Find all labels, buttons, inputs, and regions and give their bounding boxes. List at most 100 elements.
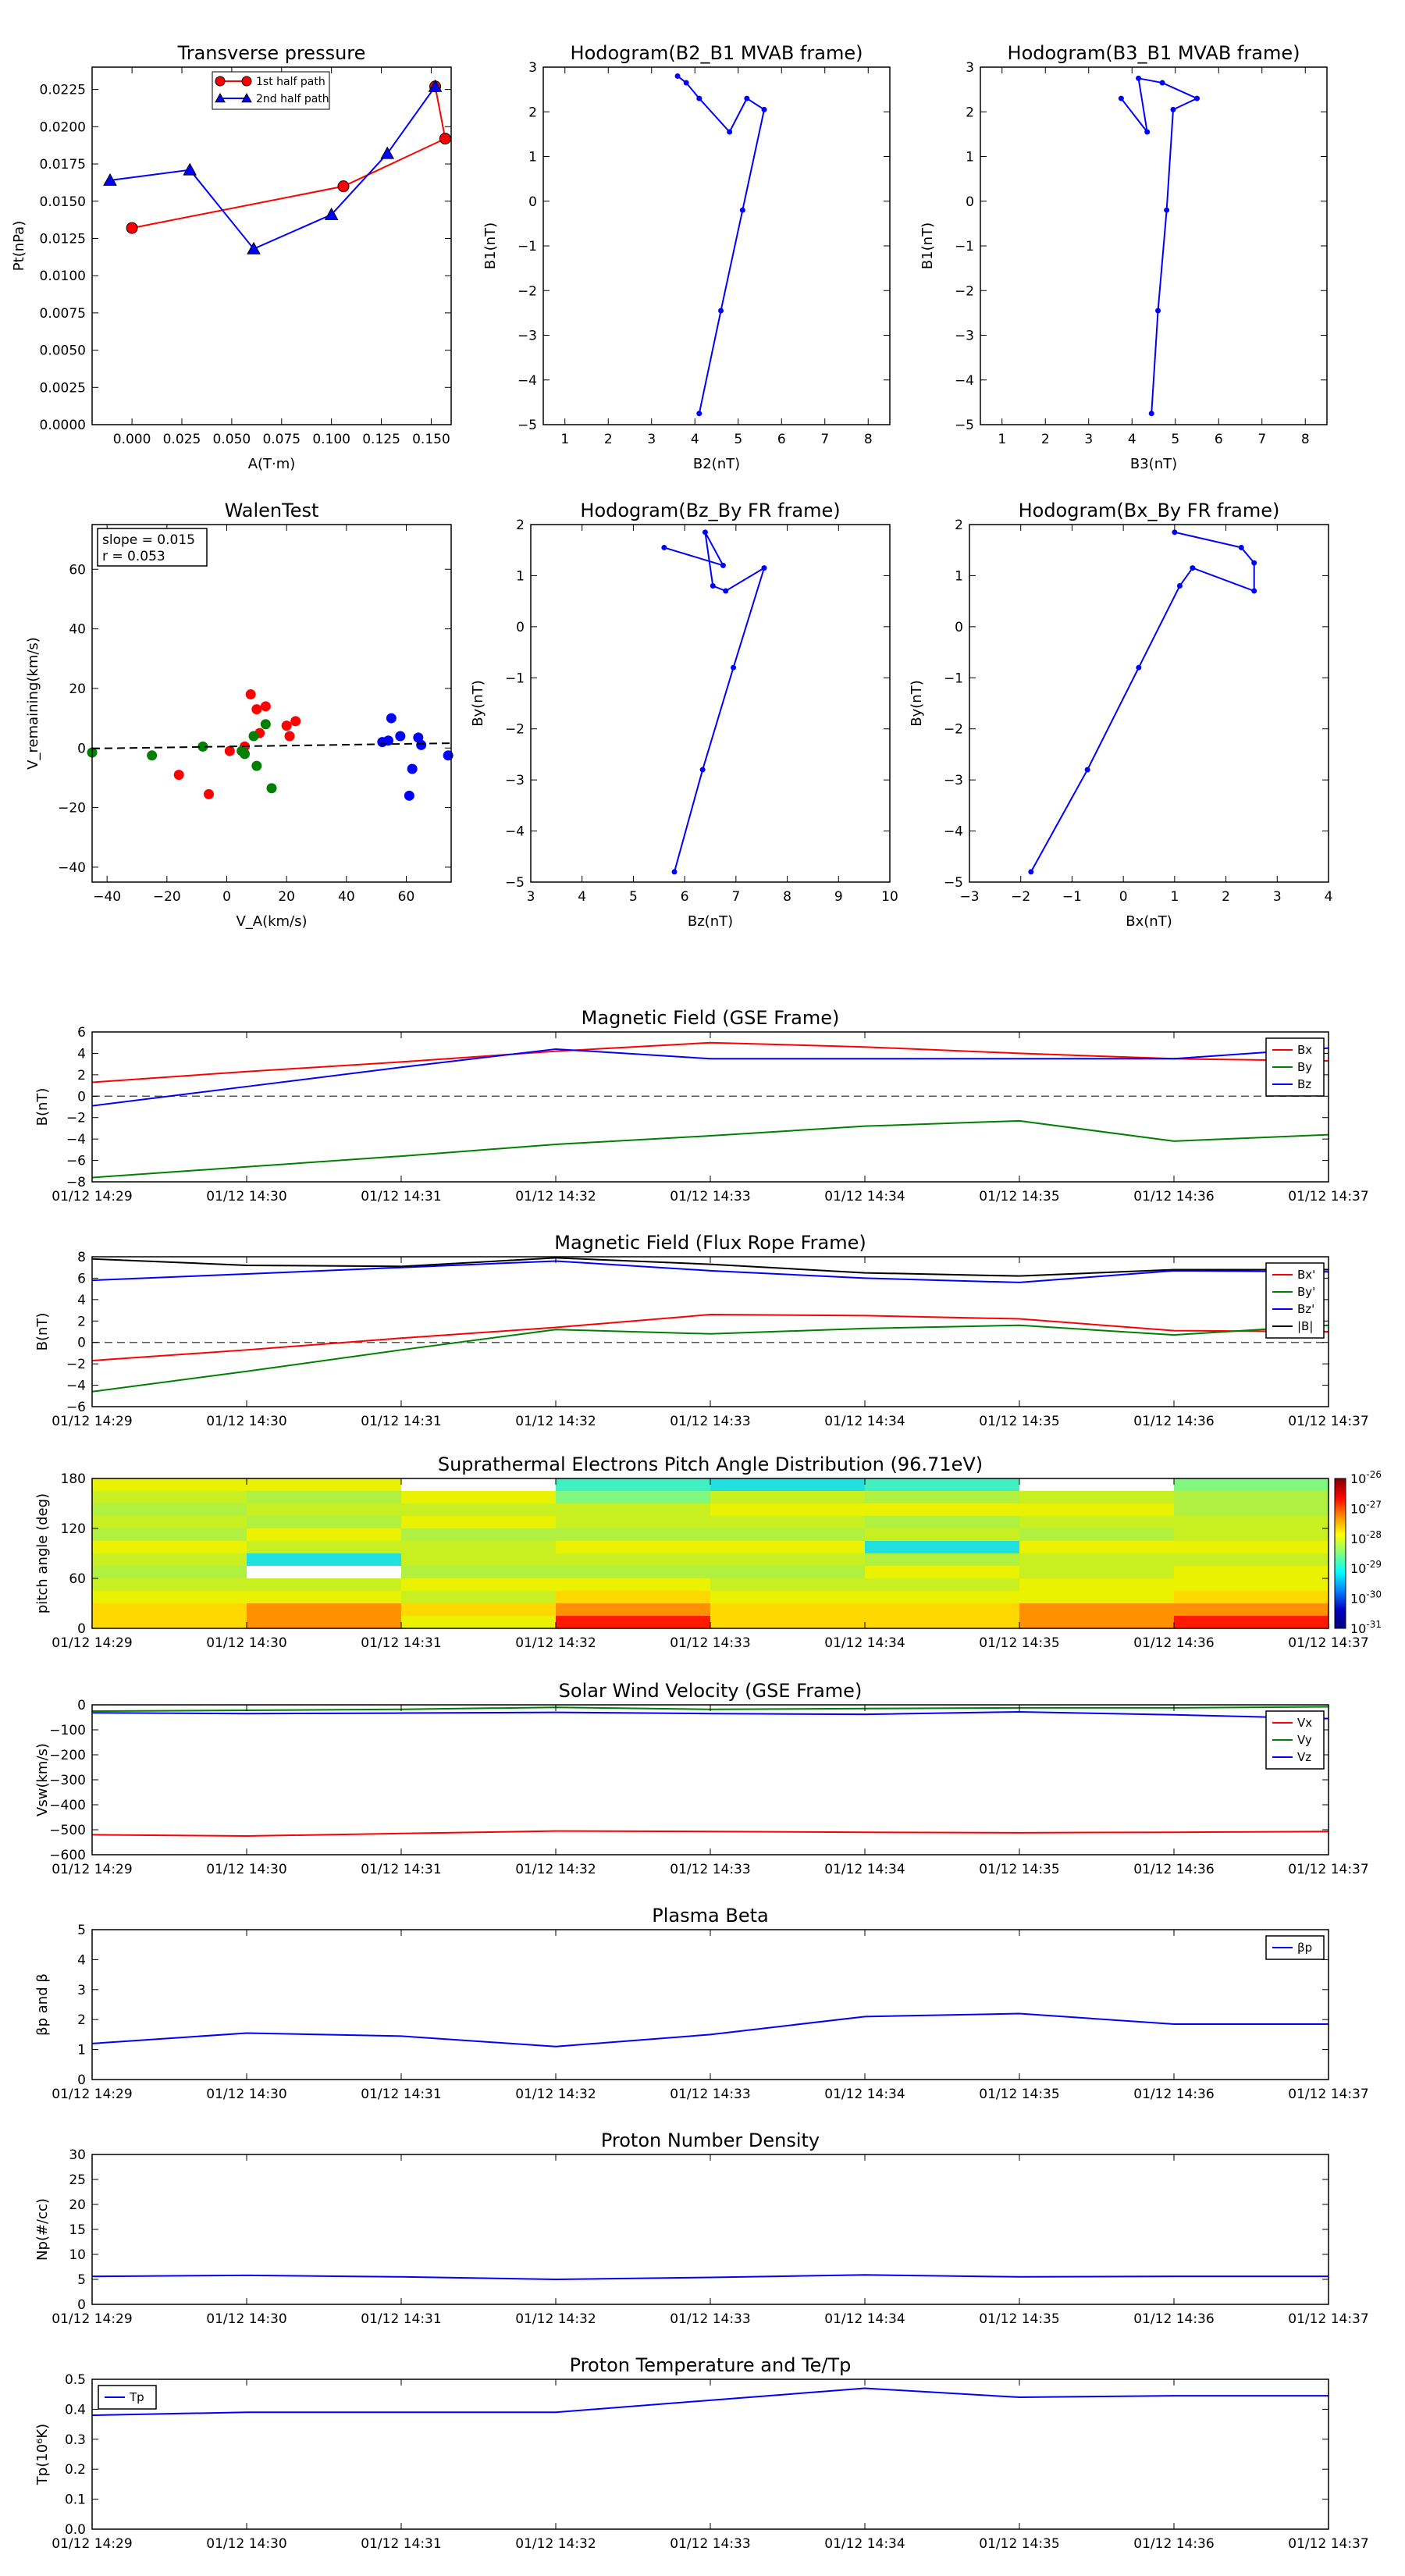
data-point <box>674 73 681 79</box>
heatmap-cell <box>247 1516 402 1529</box>
annotation-slope: slope = 0.015 <box>102 532 195 548</box>
fit-line <box>91 742 452 749</box>
heatmap-cell <box>92 1516 247 1529</box>
series-line-Bz' <box>91 1260 1329 1283</box>
y-tick-label: 2 <box>516 518 525 533</box>
chart-panel-11: Proton Number Density 01/12 14:29 01/12 14… <box>34 2129 1369 2327</box>
x-axis-label: V_A(km/s) <box>236 913 307 930</box>
x-tick-label: 01/12 14:36 <box>1133 1189 1214 1204</box>
heatmap-cell <box>1174 1491 1329 1504</box>
annotation-r: r = 0.053 <box>102 549 165 564</box>
x-tick-label: 8 <box>864 432 873 447</box>
x-tick-label: 01/12 14:32 <box>515 1635 596 1651</box>
heatmap-cell <box>1174 1578 1329 1592</box>
data-point <box>266 783 277 794</box>
legend-label: |B| <box>1297 1319 1313 1333</box>
x-tick-label: 01/12 14:34 <box>824 1635 905 1651</box>
heatmap-cell <box>1174 1478 1329 1492</box>
data-point <box>723 588 729 594</box>
heatmap-cell <box>1174 1503 1329 1517</box>
y-tick-label: 15 <box>69 2222 86 2238</box>
y-tick-label: 0.1 <box>65 2492 86 2508</box>
y-tick-label: 0.0075 <box>40 306 86 322</box>
y-tick-label: 4 <box>77 1952 86 1968</box>
y-tick-label: 5 <box>77 1923 86 1938</box>
heatmap-cell <box>1019 1591 1175 1604</box>
legend: Vx Vy Vz <box>1265 1710 1325 1770</box>
chart-panel-2: Hodogram(B3_B1 MVAB frame) 1 2 3 4 5 6 7 8 −5 −4 −3… <box>919 42 1328 472</box>
heatmap-cell <box>710 1578 866 1592</box>
x-tick-label: 01/12 14:30 <box>206 1414 286 1429</box>
heatmap-cell <box>247 1553 402 1567</box>
y-tick-label: 30 <box>69 2147 86 2163</box>
data-point <box>1084 767 1090 773</box>
data-point <box>251 704 262 715</box>
colorbar-tick-base: 10 <box>1350 1561 1366 1576</box>
x-tick-label: 2 <box>1041 432 1050 447</box>
colorbar-bar <box>1334 1478 1346 1629</box>
heatmap-cell <box>247 1503 402 1517</box>
heatmap-cell <box>556 1478 711 1492</box>
data-point <box>1028 869 1034 875</box>
y-tick-label: 0.0225 <box>40 83 86 98</box>
data-point <box>260 719 271 730</box>
x-tick-label: 6 <box>681 889 689 905</box>
y-tick-label: 8 <box>77 1250 86 1265</box>
data-point <box>761 106 767 112</box>
y-tick-label: 1 <box>528 150 537 165</box>
x-tick-label: 40 <box>338 889 355 905</box>
y-tick-label: −200 <box>49 1748 86 1763</box>
heatmap-cell <box>556 1491 711 1504</box>
y-tick-label: 3 <box>77 1983 86 1998</box>
data-point <box>739 207 745 213</box>
y-axis-label: Tp(10⁶K) <box>34 2424 51 2485</box>
x-tick-label: 01/12 14:36 <box>1133 1862 1214 1877</box>
heatmap-cell <box>556 1566 711 1579</box>
y-tick-label: 4 <box>77 1293 86 1308</box>
x-tick-label: 0.050 <box>213 432 251 447</box>
data-point <box>1155 308 1161 314</box>
legend-marker <box>241 76 252 87</box>
x-tick-label: 0.075 <box>262 432 301 447</box>
data-point <box>1144 129 1151 135</box>
x-tick-label: 6 <box>777 432 786 447</box>
legend-label: Vz <box>1297 1750 1311 1764</box>
chart-panel-0: Transverse pressure 0.000 0.025 0.050 0.075 0… <box>11 42 452 472</box>
x-tick-label: 01/12 14:30 <box>206 1189 286 1204</box>
heatmap-cell <box>247 1541 402 1554</box>
series-line-0 <box>1120 77 1199 414</box>
plot-frame <box>91 1256 1329 1407</box>
data-point <box>337 180 350 193</box>
colorbar-tick-base: 10 <box>1350 1621 1366 1636</box>
data-point <box>1176 583 1183 589</box>
data-point <box>744 95 750 101</box>
heatmap-cell <box>401 1616 557 1629</box>
x-tick-label: 01/12 14:32 <box>515 2536 596 2552</box>
heatmap-cell <box>865 1528 1020 1542</box>
heatmap-cell <box>247 1491 402 1504</box>
data-point <box>1170 106 1176 112</box>
y-tick-label: 1 <box>516 568 525 584</box>
y-tick-label: 0.0000 <box>40 418 86 433</box>
x-tick-label: 1 <box>1170 889 1179 905</box>
legend-label: Bx' <box>1297 1268 1315 1282</box>
series-line-1 <box>109 86 436 251</box>
y-tick-label: −1 <box>955 239 974 254</box>
x-tick-label: 01/12 14:35 <box>979 1635 1059 1651</box>
chart-title: Hodogram(B2_B1 MVAB frame) <box>571 42 863 64</box>
data-point <box>383 735 393 746</box>
heatmap-cell <box>401 1553 557 1567</box>
x-tick-label: 3 <box>527 889 535 905</box>
x-tick-label: 4 <box>691 432 699 447</box>
data-point <box>1251 560 1257 566</box>
x-tick-label: 01/12 14:35 <box>979 2311 1059 2327</box>
heatmap-cell <box>1019 1603 1175 1617</box>
heatmap-cell <box>92 1553 247 1567</box>
heatmap-cell <box>556 1541 711 1554</box>
x-tick-label: 01/12 14:31 <box>361 2311 441 2327</box>
data-point <box>395 731 406 742</box>
y-tick-label: 0.0150 <box>40 194 86 210</box>
x-tick-label: 01/12 14:31 <box>361 1862 441 1877</box>
x-tick-label: 01/12 14:37 <box>1288 2087 1368 2102</box>
